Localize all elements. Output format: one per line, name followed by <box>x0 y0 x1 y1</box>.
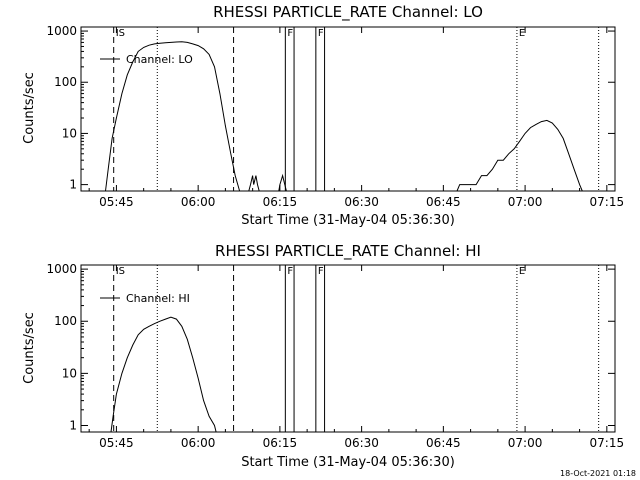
panel-hi-xtick-label-3: 06:30 <box>344 436 379 450</box>
panel-lo-series-0-segment-0 <box>105 41 241 192</box>
panel-hi-xtick-label-2: 06:15 <box>263 436 298 450</box>
panel-lo-marker-label-7: E <box>519 28 525 39</box>
panel-lo-series-0-segment-1 <box>248 175 260 192</box>
panel-lo-ticks: 05:45 06:00 06:15 06:30 06:45 07:00 07:15 1 10 10… <box>46 24 624 209</box>
panel-lo-xtick-label-6: 07:15 <box>590 195 625 209</box>
panel-lo-ytick-label-2: 100 <box>54 75 77 89</box>
panel-hi-series-0-segment-0 <box>110 316 217 433</box>
panel-lo-xtick-label-4: 06:45 <box>426 195 461 209</box>
panel-lo-frame <box>80 26 616 192</box>
panel-hi-xtick-label-1: 06:00 <box>181 436 216 450</box>
panel-hi-ytick-label-0: 1 <box>69 418 77 432</box>
panel-hi-marker-label-3: F <box>287 266 293 277</box>
panel-lo: RHESSI PARTICLE_RATE Channel: LO Counts/… <box>22 3 624 228</box>
panel-hi-ticks: 05:45 06:00 06:15 06:30 06:45 07:00 07:15 1 10 10… <box>46 262 624 450</box>
panel-hi-title: RHESSI PARTICLE_RATE Channel: HI <box>215 242 481 261</box>
panel-lo-marker-label-5: F <box>318 28 324 39</box>
panel-lo-marker-label-0: IS <box>116 28 125 39</box>
panel-hi-legend-label: Channel: HI <box>126 292 190 305</box>
panel-lo-ytick-label-0: 1 <box>69 178 77 192</box>
panel-lo-title: RHESSI PARTICLE_RATE Channel: LO <box>213 3 483 22</box>
panel-lo-xtick-label-5: 07:00 <box>508 195 543 209</box>
footer-timestamp: 18-Oct-2021 01:18 <box>560 469 636 478</box>
panel-hi-xlabel: Start Time (31-May-04 05:36:30) <box>241 455 455 470</box>
panel-hi-marker-label-0: IS <box>116 266 125 277</box>
panel-hi-xtick-label-5: 07:00 <box>508 436 543 450</box>
panel-hi-ytick-label-2: 100 <box>54 314 77 328</box>
panel-hi-ylabel: Counts/sec <box>22 312 37 384</box>
panel-lo-legend: Channel: LO <box>100 53 193 66</box>
panel-hi-xtick-label-0: 05:45 <box>99 436 134 450</box>
panel-hi: RHESSI PARTICLE_RATE Channel: HI Counts/… <box>22 242 624 470</box>
panel-lo-series-0-segment-3 <box>456 119 583 192</box>
panel-lo-markers: IS F F E <box>113 27 600 191</box>
panel-hi-marker-label-5: F <box>318 266 324 277</box>
panel-hi-series <box>110 316 217 433</box>
panel-lo-legend-label: Channel: LO <box>126 53 193 66</box>
panel-hi-xtick-label-4: 06:45 <box>426 436 461 450</box>
panel-lo-xlabel: Start Time (31-May-04 05:36:30) <box>241 213 455 228</box>
panel-hi-legend: Channel: HI <box>100 292 190 305</box>
panel-hi-marker-label-7: E <box>519 266 525 277</box>
panel-lo-xtick-label-3: 06:30 <box>344 195 379 209</box>
panel-hi-markers: IS F F E <box>113 265 600 432</box>
panel-lo-ytick-label-3: 1000 <box>46 24 77 38</box>
panel-hi-xtick-label-6: 07:15 <box>590 436 625 450</box>
panel-hi-frame <box>80 264 616 433</box>
panel-lo-xtick-label-1: 06:00 <box>181 195 216 209</box>
panel-lo-xtick-label-0: 05:45 <box>99 195 134 209</box>
panel-lo-ylabel: Counts/sec <box>22 72 37 144</box>
panel-hi-ytick-label-3: 1000 <box>46 262 77 276</box>
panel-hi-ytick-label-1: 10 <box>62 366 77 380</box>
panel-lo-marker-label-3: F <box>287 28 293 39</box>
panel-lo-ytick-label-1: 10 <box>62 126 77 140</box>
panel-lo-xtick-label-2: 06:15 <box>263 195 298 209</box>
